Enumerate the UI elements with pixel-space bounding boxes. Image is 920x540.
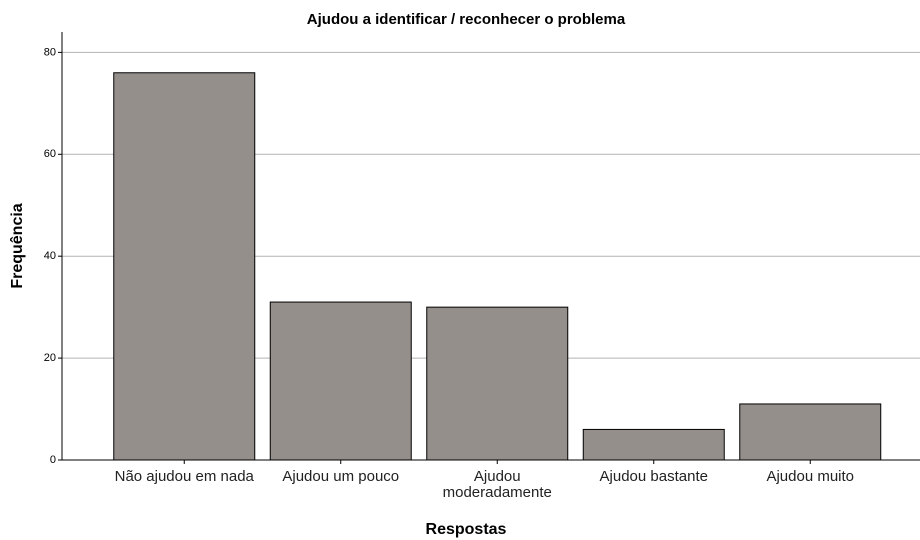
- bar: [582, 428, 725, 461]
- y-tick-label: 80: [44, 46, 56, 58]
- bar: [113, 72, 256, 461]
- y-tick-label: 40: [44, 250, 56, 262]
- y-tick-label: 0: [50, 454, 56, 466]
- x-tick-label: Ajudou bastante: [599, 468, 708, 485]
- x-tick-label: Ajudou moderadamente: [442, 468, 552, 501]
- x-tick-label: Não ajudou em nada: [114, 468, 254, 485]
- bar: [269, 301, 412, 461]
- bar: [426, 306, 569, 461]
- y-tick-label: 60: [44, 148, 56, 160]
- y-axis-label: Frequência: [9, 203, 26, 288]
- x-tick-label: Ajudou muito: [766, 468, 855, 485]
- bar: [739, 403, 882, 461]
- x-axis-label: Respostas: [426, 521, 507, 538]
- x-tick-label: Ajudou um pouco: [282, 468, 400, 485]
- y-tick-label: 20: [44, 352, 56, 364]
- chart-title: Ajudou a identificar / reconhecer o prob…: [307, 11, 626, 28]
